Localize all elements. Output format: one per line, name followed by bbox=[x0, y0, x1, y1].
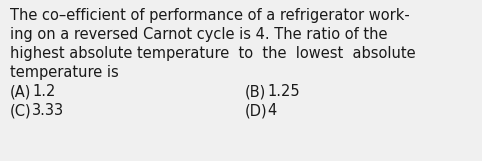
Text: 1.25: 1.25 bbox=[267, 84, 300, 99]
Text: temperature is: temperature is bbox=[10, 65, 119, 80]
Text: (D): (D) bbox=[245, 103, 268, 118]
Text: 4: 4 bbox=[267, 103, 276, 118]
Text: (C): (C) bbox=[10, 103, 32, 118]
Text: The co–efficient of performance of a refrigerator work-: The co–efficient of performance of a ref… bbox=[10, 8, 410, 23]
Text: highest absolute temperature  to  the  lowest  absolute: highest absolute temperature to the lowe… bbox=[10, 46, 415, 61]
Text: ing on a reversed Carnot cycle is 4. The ratio of the: ing on a reversed Carnot cycle is 4. The… bbox=[10, 27, 388, 42]
Text: 1.2: 1.2 bbox=[32, 84, 55, 99]
Text: (A): (A) bbox=[10, 84, 31, 99]
Text: (B): (B) bbox=[245, 84, 266, 99]
Text: 3.33: 3.33 bbox=[32, 103, 64, 118]
